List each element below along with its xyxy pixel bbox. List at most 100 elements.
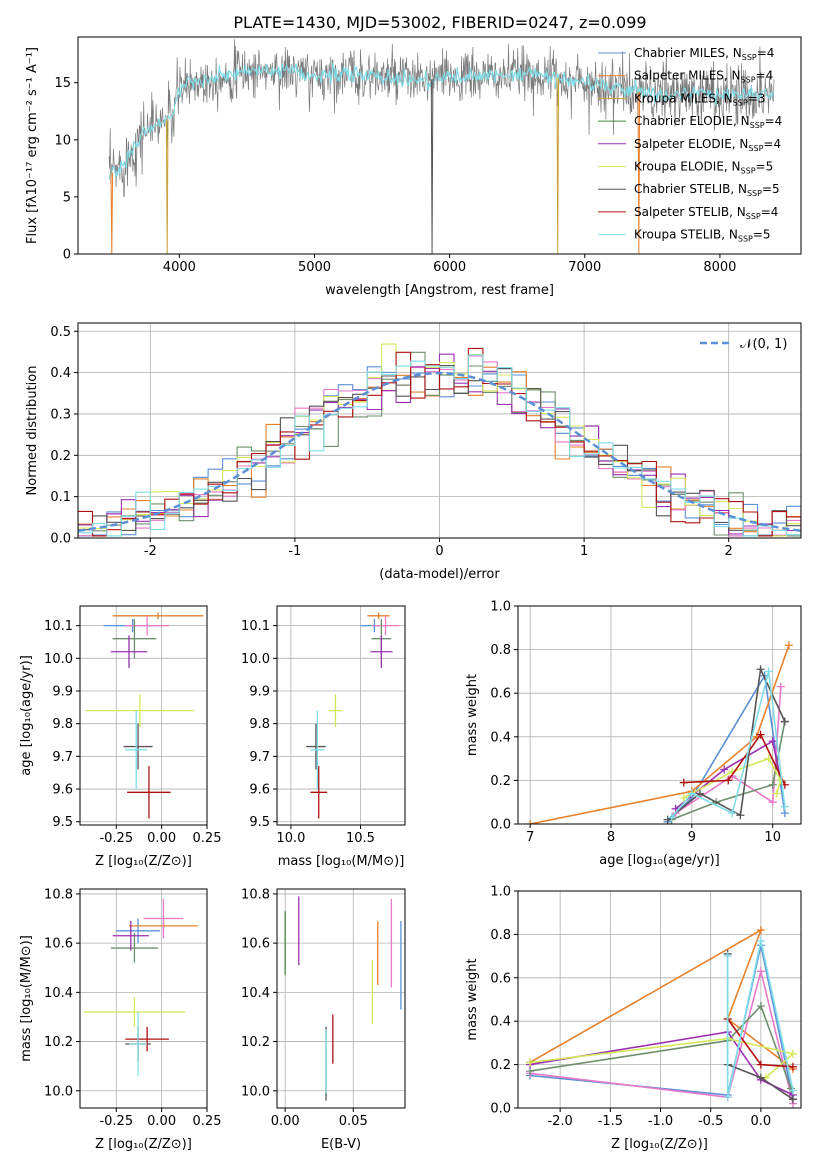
x-tick-label: 8000 <box>703 260 736 275</box>
x-tick-label: 0.05 <box>339 1114 368 1129</box>
x-tick-label: -1.0 <box>648 1114 673 1129</box>
weight-marker <box>768 780 777 789</box>
y-tick-label: 0.5 <box>50 325 71 340</box>
y-axis-label: age [log₁₀(age/yr)] <box>19 655 34 776</box>
weight-marker <box>526 1058 535 1067</box>
error-bar <box>125 710 148 790</box>
x-axis-label: Z [log₁₀(Z/Z⊙)] <box>95 854 192 869</box>
y-tick-label: 0.6 <box>490 971 511 986</box>
y-tick-label: 10 <box>54 133 71 148</box>
x-tick-label: 0.25 <box>193 1114 222 1129</box>
x-tick-label: 0.00 <box>147 1114 176 1129</box>
y-tick-label: 10.8 <box>241 887 270 902</box>
x-axis-label: E(B-V) <box>321 1137 361 1152</box>
y-tick-label: 9.7 <box>52 750 73 765</box>
weight-marker <box>756 1073 765 1082</box>
weight-line <box>726 940 794 1098</box>
weight-marker <box>788 1095 797 1104</box>
spectrum-data-line <box>108 39 775 198</box>
error-bar <box>116 918 160 944</box>
gaussian-curve <box>78 371 801 533</box>
weight-series <box>526 967 797 1108</box>
weight-marker <box>756 730 765 739</box>
weight-marker <box>764 667 773 676</box>
error-bar <box>310 766 328 819</box>
x-tick-label: 0.00 <box>147 831 176 846</box>
panel-age_vs_mass: 10.0 10.5 9.5 9.6 9.7 9.8 9.9 10.0 10.1 mass [log… <box>241 605 406 869</box>
y-tick-label: 9.8 <box>249 717 270 732</box>
y-tick-label: 10.2 <box>44 1035 73 1050</box>
y-tick-label: 0.6 <box>490 687 511 702</box>
weight-marker <box>788 1086 797 1095</box>
y-tick-label: 0 <box>63 248 71 263</box>
y-tick-label: 10.0 <box>44 1084 73 1099</box>
y-tick-label: 10.6 <box>241 937 270 952</box>
error-bar <box>306 723 326 770</box>
axes-frame <box>77 36 802 255</box>
error-bar <box>127 766 171 819</box>
plot-area <box>78 343 801 537</box>
weight-marker <box>736 811 745 820</box>
y-tick-label: 0.4 <box>50 366 71 381</box>
weight-marker <box>776 682 785 691</box>
x-tick-label: 7 <box>526 830 534 845</box>
x-tick-label: 10.0 <box>276 831 305 846</box>
y-tick-label: 10.1 <box>44 619 73 634</box>
y-tick-label: 0.8 <box>490 643 511 658</box>
error-bar <box>125 1026 169 1052</box>
error-bar <box>112 612 204 620</box>
panel-weight_vs_age: 7 8 9 10 0.0 0.2 0.4 0.6 0.8 1.0 age [log₁₀(age/yr… <box>465 600 802 868</box>
error-bar <box>85 694 195 727</box>
y-tick-label: 15 <box>54 76 71 91</box>
error-bar <box>110 635 148 669</box>
plot-area <box>284 896 402 1101</box>
y-tick-label: 10.0 <box>44 652 73 667</box>
panel-mass_vs_ebv: 0.00 0.05 10.0 10.2 10.4 10.6 10.8 E(B-V) <box>241 887 406 1152</box>
spectrum-masked-line <box>556 78 560 254</box>
panel-age_vs_Z: -0.25 0.00 0.25 9.5 9.6 9.7 9.8 9.9 10.0 10.1 Z [l… <box>19 605 221 869</box>
plot-area <box>85 612 204 819</box>
legend-entry: Chabrier ELODIE, NSSP=4 <box>634 114 782 130</box>
weight-marker <box>723 952 732 961</box>
y-tick-label: 9.8 <box>52 717 73 732</box>
x-axis-label: Z [log₁₀(Z/Z⊙)] <box>95 1137 192 1152</box>
axes-frame <box>276 605 406 826</box>
weight-marker <box>772 789 781 798</box>
legend-entry: 𝒩(0, 1) <box>740 337 787 352</box>
axes-frame <box>517 605 802 825</box>
x-tick-label: -0.25 <box>99 1114 133 1129</box>
weight-line <box>529 971 794 1104</box>
legend-entry: Chabrier STELIB, NSSP=5 <box>634 182 780 198</box>
x-tick-label: 10.5 <box>346 831 375 846</box>
y-tick-label: 0.2 <box>490 774 511 789</box>
y-tick-label: 10.0 <box>241 1084 270 1099</box>
weight-marker <box>756 926 765 935</box>
y-tick-label: 0.0 <box>50 532 71 547</box>
weight-series <box>679 730 789 789</box>
panel-mass_vs_Z: -0.25 0.00 0.25 10.0 10.2 10.4 10.6 10.8 Z [log₁… <box>19 887 221 1152</box>
spectrum-legend: Chabrier MILES, NSSP=4 Salpeter MILES, NS… <box>598 46 782 244</box>
legend-entry: Salpeter MILES, NSSP=4 <box>634 69 773 85</box>
y-tick-label: 9.5 <box>52 815 73 830</box>
axes-frame <box>276 888 406 1109</box>
weight-marker <box>780 802 789 811</box>
weight-series <box>667 667 789 822</box>
x-tick-label: -1.5 <box>598 1114 623 1129</box>
error-bar <box>125 615 169 636</box>
x-axis-label: mass [log₁₀(M/M⊙)] <box>278 854 405 869</box>
x-axis-label: age [log₁₀(age/yr)] <box>599 853 720 868</box>
weight-line <box>529 1031 794 1096</box>
plot-area <box>306 612 400 819</box>
y-tick-label: 9.7 <box>249 750 270 765</box>
weight-marker <box>756 967 765 976</box>
spectrum-masked-line <box>637 91 641 254</box>
legend-entry: Salpeter ELODIE, NSSP=4 <box>634 137 781 153</box>
error-bar <box>112 920 149 951</box>
weight-marker <box>667 813 676 822</box>
y-tick-label: 0.8 <box>490 928 511 943</box>
weight-marker <box>768 798 777 807</box>
legend-entry: Kroupa MILES, NSSP=3 <box>634 91 765 107</box>
y-tick-label: 0.4 <box>490 730 511 745</box>
